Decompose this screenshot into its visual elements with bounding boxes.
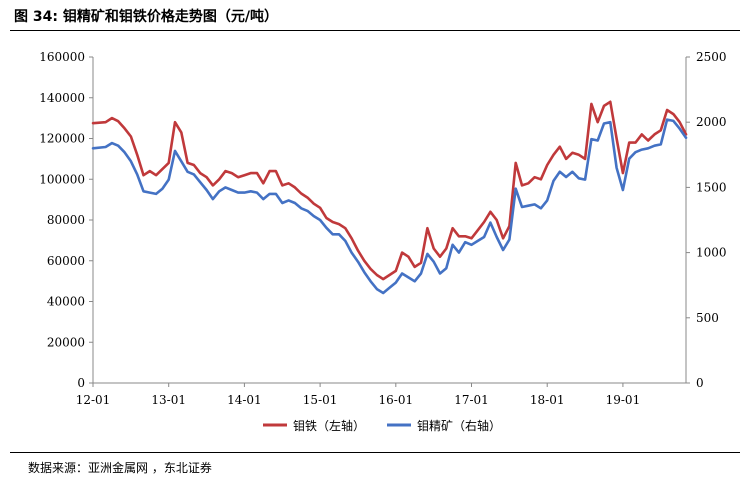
x-tick-label: 15-01 [303,393,338,407]
title-divider [10,30,740,31]
x-tick-label: 19-01 [606,393,641,407]
series-line-molybdenum-concentrate [91,118,688,295]
x-tick-label: 16-01 [379,393,414,407]
right-tick-label: 1500 [696,180,727,194]
left-tick-label: 120000 [39,132,85,146]
legend-label-ferromolybdenum: 钼铁（左轴） [293,418,365,433]
right-tick-label: 0 [696,376,704,390]
x-tick-label: 13-01 [151,393,186,407]
x-axis: 12-01 13-01 14-01 15-01 16-01 17-01 18-01 19-01 [76,382,686,407]
x-tick-label: 14-01 [227,393,262,407]
left-y-axis: 0 20000 40000 60000 80000 100000 120000 140000 1… [39,50,94,390]
right-y-axis: 0 500 1000 1500 2000 2500 [685,50,727,390]
left-tick-label: 60000 [47,254,85,268]
left-tick-label: 160000 [39,50,85,64]
left-tick-label: 40000 [47,295,85,309]
chart-title: 图 34: 钼精矿和钼铁价格走势图（元/吨） [14,9,278,25]
left-tick-label: 140000 [39,91,85,105]
left-tick-label: 100000 [39,172,85,186]
series-line-ferromolybdenum [91,100,688,281]
series-layer [91,100,688,295]
x-tick-label: 18-01 [530,393,565,407]
right-tick-label: 1000 [696,246,727,260]
left-tick-label: 0 [77,376,85,390]
x-tick-label: 12-01 [76,393,111,407]
source-note: 数据来源：亚洲金属网 ，东北证券 [28,461,212,475]
left-tick-label: 80000 [47,213,85,227]
left-tick-label: 20000 [47,335,85,349]
price-line-chart: 0200004000060000800001000001200001400001… [39,50,727,433]
x-tick-label: 17-01 [454,393,489,407]
right-tick-label: 2000 [696,115,727,129]
legend-label-molybdenum-concentrate: 钼精矿（右轴） [417,418,501,433]
right-tick-label: 500 [696,311,719,325]
legend: 钼铁（左轴） 钼精矿（右轴） [263,418,501,433]
source-divider [10,452,740,453]
right-tick-label: 2500 [696,50,727,64]
